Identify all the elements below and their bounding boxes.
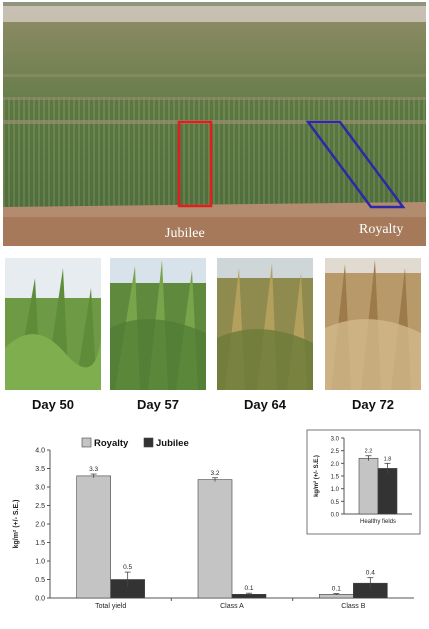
day-label: Day 50 [32,397,74,412]
crop-photo-day-50 [5,258,101,390]
main-y-tick-label: 2.0 [35,522,45,529]
main-category-label: Total yield [95,603,126,610]
yield-bar-chart: 0.0 0.5 1.0 1.5 2.0 2.5 3.0 3.5 4.0 kg/m² (+/- S.… [13,429,421,610]
main-y-axis-title: kg/m² (+/- S.E.) [13,500,20,549]
inset-data-label: 2.2 [365,449,373,455]
legend-label-royalty: Royalty [94,438,129,449]
main-data-label: 3.3 [89,466,98,473]
legend-swatch-royalty [81,437,92,448]
jubilee-label: Jubilee [165,226,205,241]
day-label: Day 72 [352,397,394,412]
royalty-label: Royalty [359,222,403,237]
main-y-tick-label: 1.0 [35,559,45,566]
day-label: Day 64 [244,397,286,412]
inset-y-tick-label: 0.0 [331,513,340,519]
main-bar-royalty [76,475,111,599]
crop-photo-day-57 [110,258,206,390]
legend-swatch-jubilee [143,437,154,448]
inset-y-tick-label: 1.5 [331,475,340,481]
inset-bar-jubilee [377,468,398,515]
main-y-tick-label: 3.5 [35,466,45,473]
day-label: Day 57 [137,397,179,412]
main-data-label: 0.5 [123,564,132,571]
inset-data-label: 1.8 [384,456,392,462]
jubilee-highlight-box [177,120,213,208]
main-y-tick-label: 4.0 [35,448,45,455]
main-y-tick-label: 0.0 [35,596,45,603]
main-category-label: Class B [341,603,365,610]
inset-y-axis-title: kg/m² (+/- S.E.) [313,455,320,497]
inset-y-tick-label: 1.0 [331,487,340,493]
main-category-label: Class A [220,603,244,610]
main-data-label: 0.4 [366,570,375,577]
inset-category-label: Healthy fields [360,519,396,525]
inset-y-tick-label: 2.0 [331,462,340,468]
inset-y-tick-label: 0.5 [331,500,340,506]
main-data-label: 3.2 [210,470,219,477]
main-y-tick-label: 3.0 [35,485,45,492]
main-bar-royalty [197,479,233,599]
aerial-field-photo: Jubilee Royalty [3,2,426,246]
main-y-tick-label: 2.5 [35,503,45,510]
crop-photo-day-64 [217,258,313,390]
inset-bar-royalty [358,457,379,515]
main-data-label: 0.1 [244,585,253,592]
legend-label-jubilee: Jubilee [156,438,189,449]
main-y-tick-label: 0.5 [35,577,45,584]
main-data-label: 0.1 [332,586,341,593]
inset-y-tick-label: 3.0 [331,437,340,443]
royalty-highlight-box [305,120,406,209]
main-y-tick-label: 1.5 [35,540,45,547]
crop-photo-day-72 [325,258,421,390]
inset-y-tick-label: 2.5 [331,449,340,455]
